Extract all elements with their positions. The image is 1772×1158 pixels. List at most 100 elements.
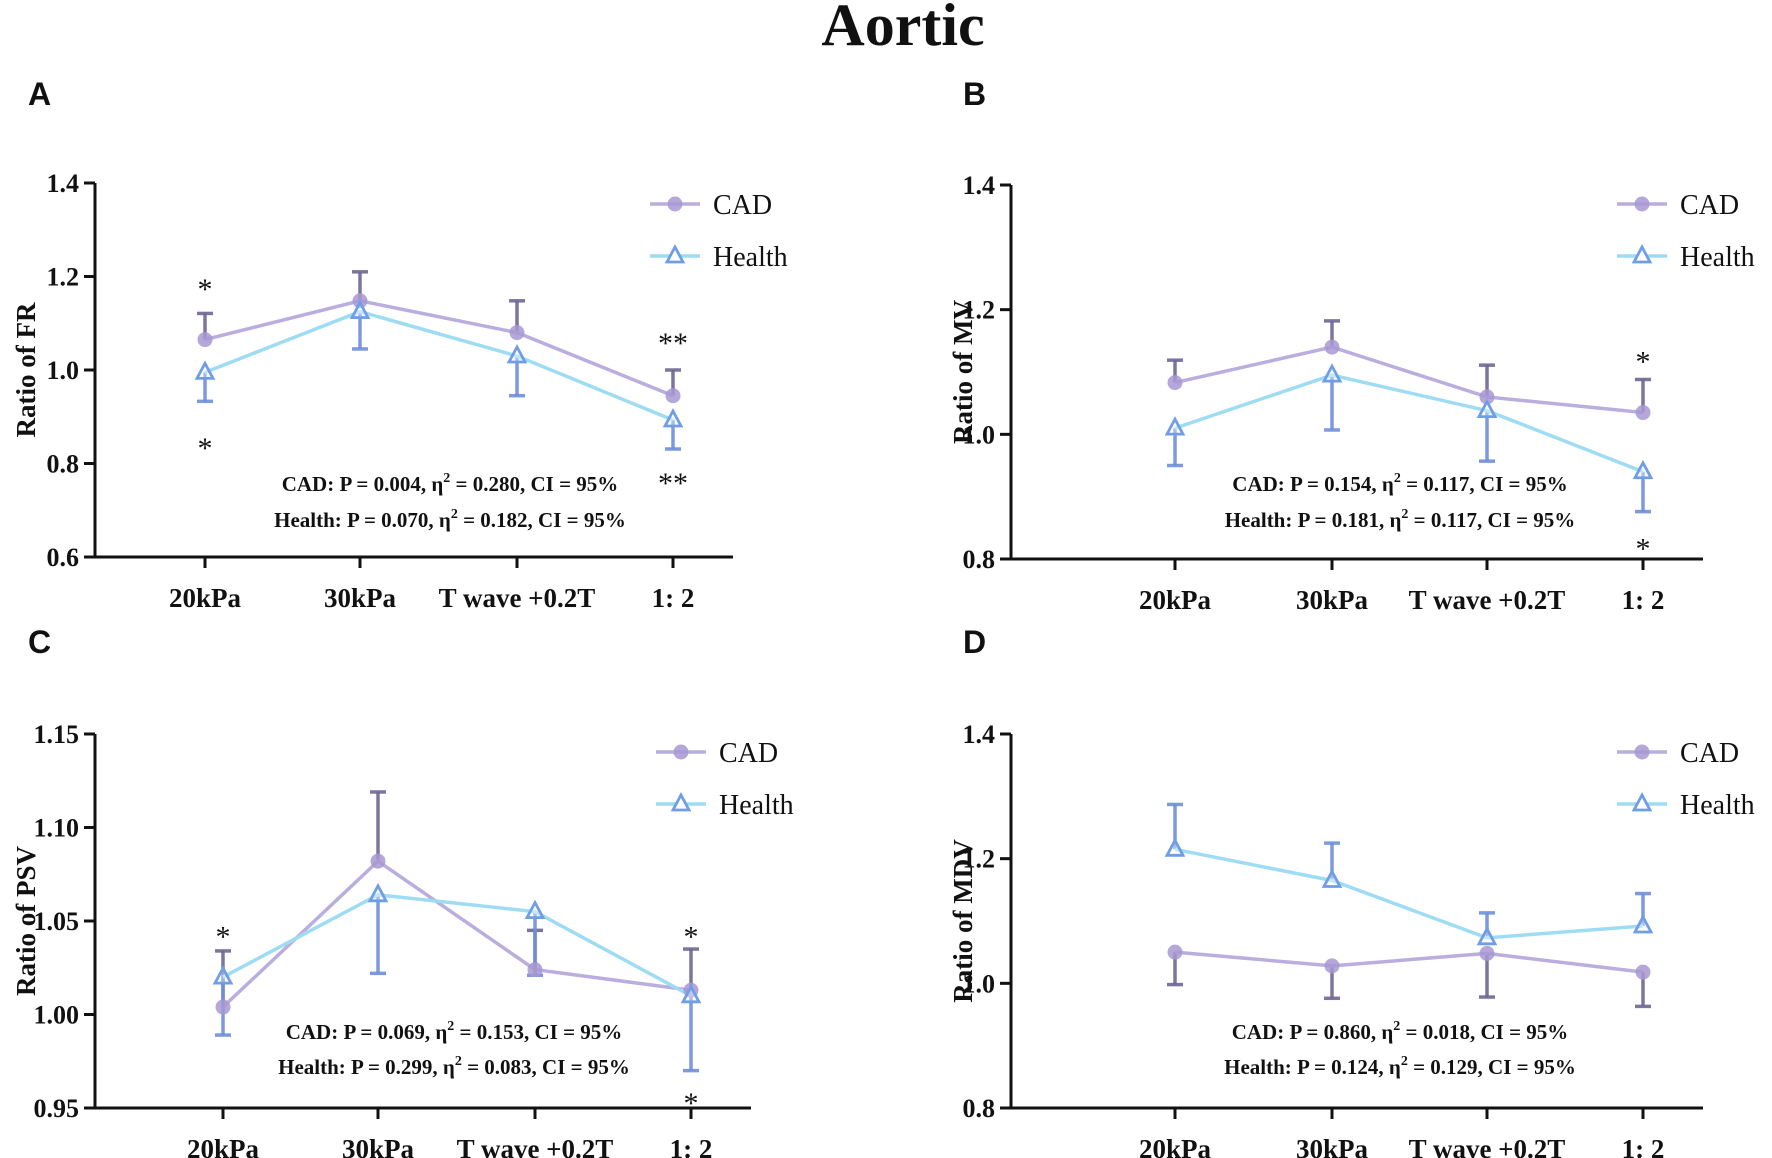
y-tick-label: 1.0	[963, 420, 996, 449]
data-point-cad	[665, 388, 681, 404]
data-point-cad	[1324, 339, 1340, 355]
y-axis-label: Ratio of FR	[11, 302, 41, 437]
legend-marker-health	[1631, 792, 1653, 812]
stats-values: P = 0.124, η	[1292, 1055, 1401, 1079]
data-point-cad	[1167, 944, 1183, 960]
data-point-cad	[1479, 945, 1495, 961]
series-line	[1174, 847, 1644, 940]
stats-group-label: CAD:	[286, 1020, 339, 1044]
series-line	[1174, 950, 1644, 974]
data-point-health	[1476, 925, 1498, 946]
y-tick-label: 1.00	[34, 1001, 80, 1030]
legend-label: Health	[713, 242, 788, 273]
stats-text: CAD: P = 0.069, η2 = 0.153, CI = 95%	[286, 1019, 623, 1044]
significance-marker: *	[198, 432, 213, 465]
stats-values-rest: = 0.280, CI = 95%	[450, 472, 618, 496]
stats-values: P = 0.154, η	[1285, 472, 1394, 496]
data-point-health	[680, 983, 702, 1004]
stats-group-label: Health:	[1224, 1055, 1292, 1079]
stats-superscript: 2	[1401, 1054, 1408, 1069]
legend-label: CAD	[1680, 190, 1739, 221]
panel-letter: A	[28, 76, 51, 112]
y-tick-label: 1.4	[47, 169, 80, 198]
x-tick-label: 20kPa	[187, 1134, 260, 1158]
stats-values: P = 0.299, η	[346, 1055, 455, 1079]
series-line	[1174, 345, 1644, 415]
stats-values-rest: = 0.018, CI = 95%	[1400, 1020, 1568, 1044]
data-point-cad	[1635, 405, 1651, 421]
data-point-health	[194, 360, 216, 380]
stats-superscript: 2	[443, 471, 450, 486]
stats-superscript: 2	[1393, 1019, 1400, 1034]
legend: CAD Health	[650, 190, 788, 273]
stats-values-rest: = 0.129, CI = 95%	[1408, 1055, 1576, 1079]
y-axis-label: Ratio of MDV	[948, 839, 978, 1003]
x-tick-label: 1: 2	[1622, 585, 1665, 615]
x-tick-label: 30kPa	[1296, 1134, 1369, 1158]
data-point-cad	[1479, 389, 1495, 405]
legend-label: CAD	[719, 738, 778, 769]
significance-marker: *	[684, 1087, 699, 1120]
significance-marker: **	[658, 327, 688, 360]
y-tick-label: 1.4	[963, 720, 996, 749]
data-point-health	[1164, 837, 1186, 857]
significance-marker: **	[658, 467, 688, 500]
series-line	[204, 309, 674, 422]
panels-container: A 0.6 0.8 1.0 1.2 1.4 20kPa 30kPa T wave +0.2T 1:…	[11, 76, 1755, 1158]
stats-text: CAD: P = 0.860, η2 = 0.018, CI = 95%	[1232, 1019, 1569, 1044]
data-point-health	[212, 965, 234, 985]
legend-label: CAD	[713, 190, 772, 221]
x-tick-label: 1: 2	[652, 583, 695, 613]
data-point-health	[1632, 914, 1654, 934]
legend-marker-cad	[1634, 196, 1650, 212]
y-tick-label: 1.15	[34, 720, 80, 749]
x-tick-label: 20kPa	[169, 583, 242, 613]
stats-text: CAD: P = 0.004, η2 = 0.280, CI = 95%	[282, 471, 619, 496]
significance-marker: *	[1636, 532, 1651, 565]
stats-values: P = 0.069, η	[338, 1020, 447, 1044]
x-tick-label: T wave +0.2T	[457, 1134, 614, 1158]
x-tick-label: T wave +0.2T	[1409, 585, 1566, 615]
stats-group-label: CAD:	[282, 472, 335, 496]
data-point-health	[367, 882, 389, 903]
data-point-health	[524, 899, 546, 920]
y-tick-label: 1.2	[963, 296, 996, 325]
data-point-cad	[197, 332, 213, 348]
stats-superscript: 2	[451, 507, 458, 522]
legend-marker-health	[1631, 244, 1653, 264]
x-tick-label: T wave +0.2T	[1409, 1134, 1566, 1158]
legend-marker-health	[664, 244, 686, 264]
series-health	[197, 309, 681, 451]
data-point-cad	[1167, 375, 1183, 391]
stats-text: Health: P = 0.124, η2 = 0.129, CI = 95%	[1224, 1054, 1576, 1079]
data-point-health	[1476, 398, 1498, 419]
legend-marker-health	[670, 792, 692, 812]
series-cad	[215, 790, 699, 1009]
y-tick-label: 1.2	[963, 845, 996, 874]
stats-values-rest: = 0.182, CI = 95%	[458, 508, 626, 532]
stats-values-rest: = 0.117, CI = 95%	[1401, 472, 1568, 496]
series-line	[1174, 373, 1644, 474]
y-tick-label: 0.8	[963, 545, 996, 574]
y-tick-label: 1.0	[963, 969, 996, 998]
significance-marker: *	[1636, 345, 1651, 378]
stats-values: P = 0.004, η	[334, 472, 443, 496]
data-point-cad	[1635, 964, 1651, 980]
data-point-health	[1164, 416, 1186, 436]
chart-panel-a: A 0.6 0.8 1.0 1.2 1.4 20kPa 30kPa T wave +0.2T 1:…	[11, 76, 788, 613]
panel-letter: B	[963, 76, 986, 112]
data-point-health	[1321, 363, 1343, 383]
stats-group-label: CAD:	[1232, 472, 1285, 496]
stats-superscript: 2	[455, 1054, 462, 1069]
data-point-health	[349, 299, 371, 319]
y-axis-label: Ratio of MV	[948, 300, 978, 444]
y-tick-label: 1.10	[34, 814, 80, 843]
series-cad	[1167, 950, 1651, 1009]
x-tick-label: 30kPa	[324, 583, 397, 613]
data-point-cad	[527, 962, 543, 978]
y-tick-label: 0.8	[963, 1094, 996, 1123]
data-point-health	[1321, 868, 1343, 888]
stats-values: P = 0.860, η	[1284, 1020, 1393, 1044]
y-tick-label: 1.4	[963, 171, 996, 200]
